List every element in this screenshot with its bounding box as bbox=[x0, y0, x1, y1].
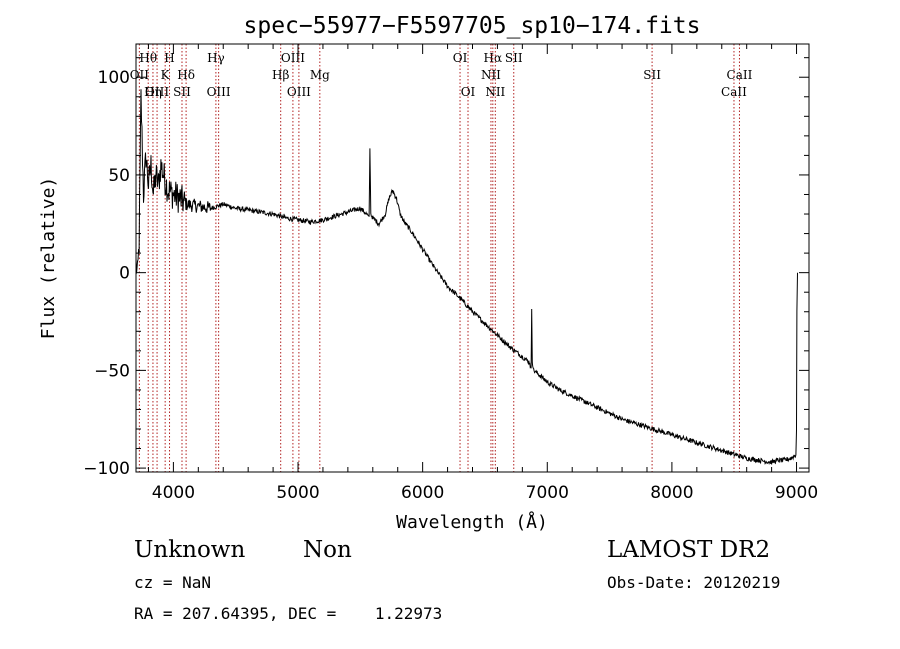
line-marker-label: NII bbox=[481, 68, 501, 82]
line-marker-label: Hθ bbox=[139, 51, 157, 65]
y-tick-label: 0 bbox=[119, 264, 130, 284]
line-marker-label: SII bbox=[505, 51, 523, 65]
line-marker-label: SII bbox=[643, 68, 661, 82]
line-marker-label: OII bbox=[130, 68, 150, 82]
survey-name: LAMOST DR2 bbox=[607, 537, 771, 563]
line-marker-label: Hη bbox=[144, 85, 162, 99]
y-tick-label: 100 bbox=[98, 68, 130, 88]
line-marker-label: K bbox=[161, 68, 171, 82]
y-axis: −100 −50 0 50 100 bbox=[83, 57, 809, 479]
line-marker-label: OIII bbox=[145, 85, 169, 99]
line-marker-label: OI bbox=[453, 51, 468, 65]
line-marker-label: Hα bbox=[484, 51, 503, 65]
coordinates: RA = 207.64395, DEC = 1.22973 bbox=[134, 604, 443, 623]
line-marker-label: OIII bbox=[281, 51, 305, 65]
y-tick-label: −50 bbox=[94, 361, 130, 381]
x-axis-label: Wavelength (Å) bbox=[396, 511, 548, 533]
line-marker-label: Hδ bbox=[177, 68, 195, 82]
y-tick-label: 50 bbox=[108, 166, 130, 186]
y-tick-label: −100 bbox=[83, 459, 130, 479]
line-marker-label: H bbox=[164, 51, 174, 65]
object-class: Unknown bbox=[134, 537, 246, 563]
line-marker-label: SII bbox=[173, 85, 191, 99]
spectrum-line bbox=[135, 89, 798, 465]
line-marker-label: OIII bbox=[207, 85, 231, 99]
line-marker-label: CaII bbox=[721, 85, 747, 99]
line-marker-label: OIII bbox=[287, 85, 311, 99]
object-subclass: Non bbox=[303, 537, 352, 563]
x-tick-label: 7000 bbox=[526, 483, 569, 503]
y-axis-label: Flux (relative) bbox=[38, 177, 59, 340]
spectrum-line-group bbox=[135, 89, 798, 465]
x-tick-label: 8000 bbox=[650, 483, 693, 503]
x-tick-label: 5000 bbox=[276, 483, 319, 503]
x-axis: 4000 5000 6000 7000 8000 9000 bbox=[147, 44, 818, 503]
chart-title: spec−55977−F5597705_sp10−174.fits bbox=[244, 13, 701, 39]
observation-date: Obs-Date: 20120219 bbox=[607, 573, 781, 592]
line-marker-label: Mg bbox=[310, 68, 330, 82]
line-marker-label: NII bbox=[485, 85, 505, 99]
line-marker-label: Hγ bbox=[207, 51, 225, 65]
redshift-cz: cz = NaN bbox=[134, 573, 212, 592]
x-tick-label: 6000 bbox=[401, 483, 444, 503]
line-marker-label: Hβ bbox=[272, 68, 289, 82]
line-marker-label: CaII bbox=[727, 68, 753, 82]
plot-frame bbox=[135, 43, 810, 473]
line-marker-label: OI bbox=[461, 85, 476, 99]
x-tick-label: 9000 bbox=[775, 483, 818, 503]
x-tick-label: 4000 bbox=[152, 483, 195, 503]
